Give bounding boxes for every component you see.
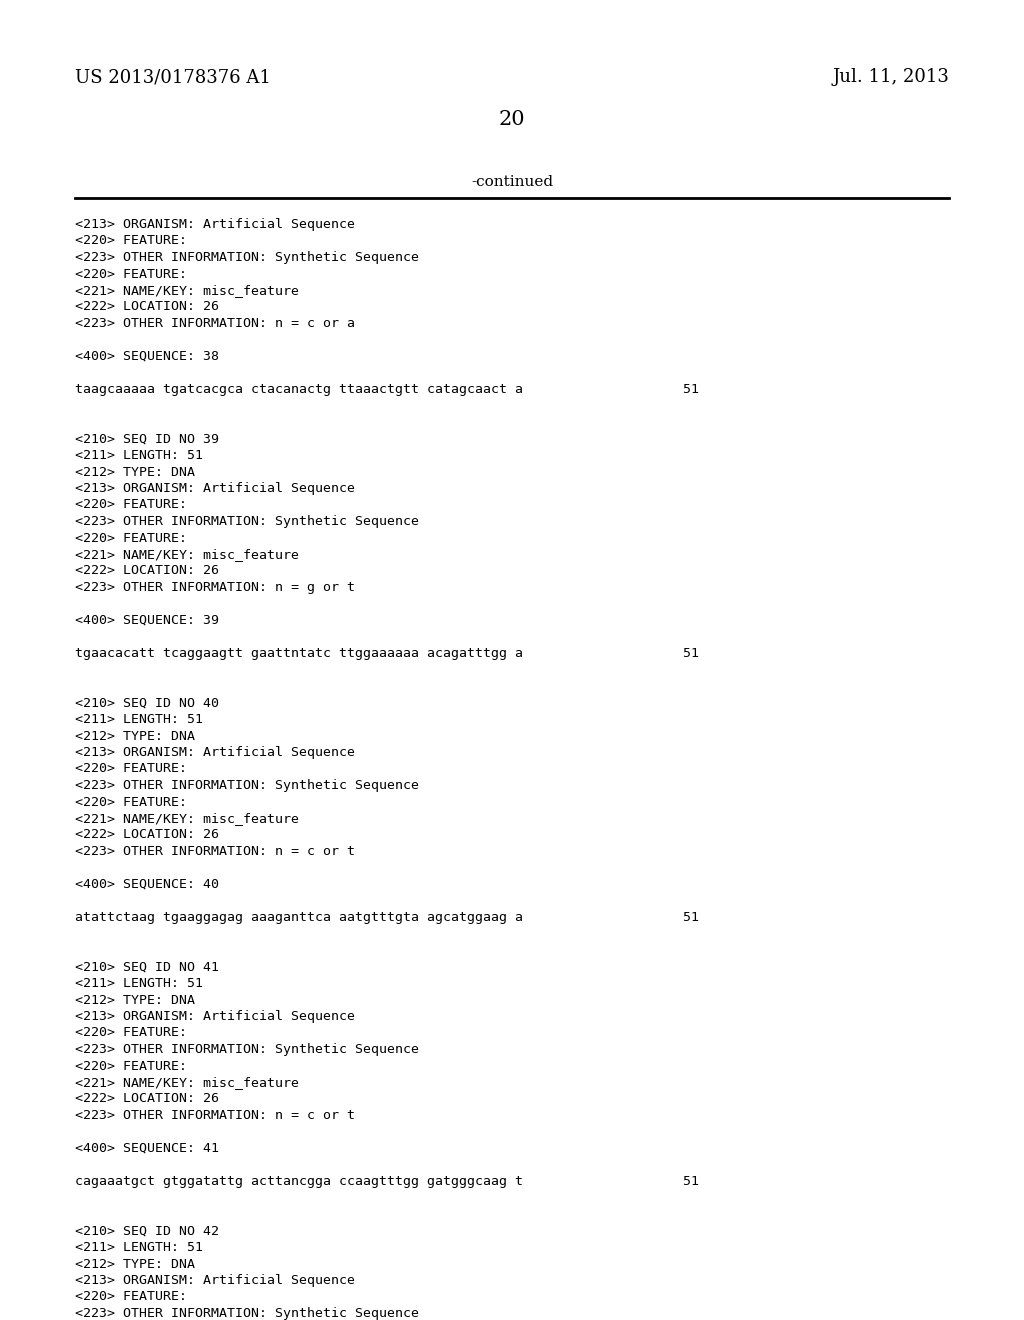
Text: <400> SEQUENCE: 41: <400> SEQUENCE: 41 [75, 1142, 219, 1155]
Text: 20: 20 [499, 110, 525, 129]
Text: Jul. 11, 2013: Jul. 11, 2013 [833, 69, 949, 86]
Text: <211> LENGTH: 51: <211> LENGTH: 51 [75, 713, 203, 726]
Text: US 2013/0178376 A1: US 2013/0178376 A1 [75, 69, 271, 86]
Text: cagaaatgct gtggatattg acttancgga ccaagtttgg gatgggcaag t                    51: cagaaatgct gtggatattg acttancgga ccaagtt… [75, 1175, 699, 1188]
Text: <211> LENGTH: 51: <211> LENGTH: 51 [75, 449, 203, 462]
Text: <210> SEQ ID NO 42: <210> SEQ ID NO 42 [75, 1225, 219, 1238]
Text: <223> OTHER INFORMATION: n = g or t: <223> OTHER INFORMATION: n = g or t [75, 581, 355, 594]
Text: <221> NAME/KEY: misc_feature: <221> NAME/KEY: misc_feature [75, 548, 299, 561]
Text: <220> FEATURE:: <220> FEATURE: [75, 235, 187, 248]
Text: <212> TYPE: DNA: <212> TYPE: DNA [75, 994, 195, 1006]
Text: <220> FEATURE:: <220> FEATURE: [75, 796, 187, 808]
Text: <220> FEATURE:: <220> FEATURE: [75, 268, 187, 281]
Text: <212> TYPE: DNA: <212> TYPE: DNA [75, 1258, 195, 1270]
Text: <220> FEATURE:: <220> FEATURE: [75, 1060, 187, 1072]
Text: <213> ORGANISM: Artificial Sequence: <213> ORGANISM: Artificial Sequence [75, 218, 355, 231]
Text: <223> OTHER INFORMATION: n = c or a: <223> OTHER INFORMATION: n = c or a [75, 317, 355, 330]
Text: <222> LOCATION: 26: <222> LOCATION: 26 [75, 565, 219, 578]
Text: atattctaag tgaaggagag aaaganttca aatgtttgta agcatggaag a                    51: atattctaag tgaaggagag aaaganttca aatgttt… [75, 911, 699, 924]
Text: <213> ORGANISM: Artificial Sequence: <213> ORGANISM: Artificial Sequence [75, 1010, 355, 1023]
Text: <222> LOCATION: 26: <222> LOCATION: 26 [75, 1093, 219, 1106]
Text: <222> LOCATION: 26: <222> LOCATION: 26 [75, 301, 219, 314]
Text: <221> NAME/KEY: misc_feature: <221> NAME/KEY: misc_feature [75, 1076, 299, 1089]
Text: <212> TYPE: DNA: <212> TYPE: DNA [75, 730, 195, 742]
Text: <400> SEQUENCE: 38: <400> SEQUENCE: 38 [75, 350, 219, 363]
Text: <223> OTHER INFORMATION: Synthetic Sequence: <223> OTHER INFORMATION: Synthetic Seque… [75, 515, 419, 528]
Text: <223> OTHER INFORMATION: Synthetic Sequence: <223> OTHER INFORMATION: Synthetic Seque… [75, 1307, 419, 1320]
Text: <213> ORGANISM: Artificial Sequence: <213> ORGANISM: Artificial Sequence [75, 1274, 355, 1287]
Text: <220> FEATURE:: <220> FEATURE: [75, 499, 187, 511]
Text: <220> FEATURE:: <220> FEATURE: [75, 1027, 187, 1040]
Text: <400> SEQUENCE: 39: <400> SEQUENCE: 39 [75, 614, 219, 627]
Text: <223> OTHER INFORMATION: n = c or t: <223> OTHER INFORMATION: n = c or t [75, 845, 355, 858]
Text: <220> FEATURE:: <220> FEATURE: [75, 532, 187, 544]
Text: <223> OTHER INFORMATION: Synthetic Sequence: <223> OTHER INFORMATION: Synthetic Seque… [75, 779, 419, 792]
Text: <213> ORGANISM: Artificial Sequence: <213> ORGANISM: Artificial Sequence [75, 482, 355, 495]
Text: -continued: -continued [471, 176, 553, 189]
Text: tgaacacatt tcaggaagtt gaattntatc ttggaaaaaa acagatttgg a                    51: tgaacacatt tcaggaagtt gaattntatc ttggaaa… [75, 647, 699, 660]
Text: <400> SEQUENCE: 40: <400> SEQUENCE: 40 [75, 878, 219, 891]
Text: <221> NAME/KEY: misc_feature: <221> NAME/KEY: misc_feature [75, 812, 299, 825]
Text: <210> SEQ ID NO 40: <210> SEQ ID NO 40 [75, 697, 219, 710]
Text: taagcaaaaa tgatcacgca ctacanactg ttaaactgtt catagcaact a                    51: taagcaaaaa tgatcacgca ctacanactg ttaaact… [75, 383, 699, 396]
Text: <221> NAME/KEY: misc_feature: <221> NAME/KEY: misc_feature [75, 284, 299, 297]
Text: <212> TYPE: DNA: <212> TYPE: DNA [75, 466, 195, 479]
Text: <220> FEATURE:: <220> FEATURE: [75, 763, 187, 776]
Text: <223> OTHER INFORMATION: Synthetic Sequence: <223> OTHER INFORMATION: Synthetic Seque… [75, 251, 419, 264]
Text: <210> SEQ ID NO 41: <210> SEQ ID NO 41 [75, 961, 219, 974]
Text: <222> LOCATION: 26: <222> LOCATION: 26 [75, 829, 219, 842]
Text: <210> SEQ ID NO 39: <210> SEQ ID NO 39 [75, 433, 219, 446]
Text: <223> OTHER INFORMATION: Synthetic Sequence: <223> OTHER INFORMATION: Synthetic Seque… [75, 1043, 419, 1056]
Text: <220> FEATURE:: <220> FEATURE: [75, 1291, 187, 1304]
Text: <211> LENGTH: 51: <211> LENGTH: 51 [75, 977, 203, 990]
Text: <223> OTHER INFORMATION: n = c or t: <223> OTHER INFORMATION: n = c or t [75, 1109, 355, 1122]
Text: <211> LENGTH: 51: <211> LENGTH: 51 [75, 1241, 203, 1254]
Text: <213> ORGANISM: Artificial Sequence: <213> ORGANISM: Artificial Sequence [75, 746, 355, 759]
